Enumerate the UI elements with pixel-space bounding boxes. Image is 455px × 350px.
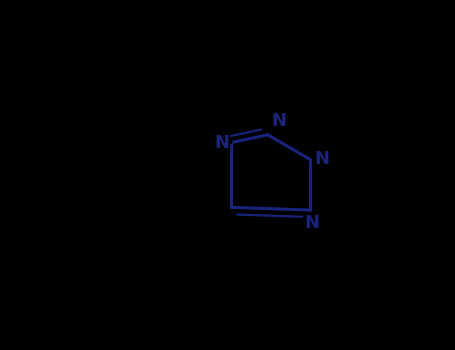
Text: N: N [271, 112, 286, 130]
Text: N: N [314, 150, 329, 168]
Text: N: N [304, 214, 319, 231]
Text: N: N [214, 134, 229, 152]
